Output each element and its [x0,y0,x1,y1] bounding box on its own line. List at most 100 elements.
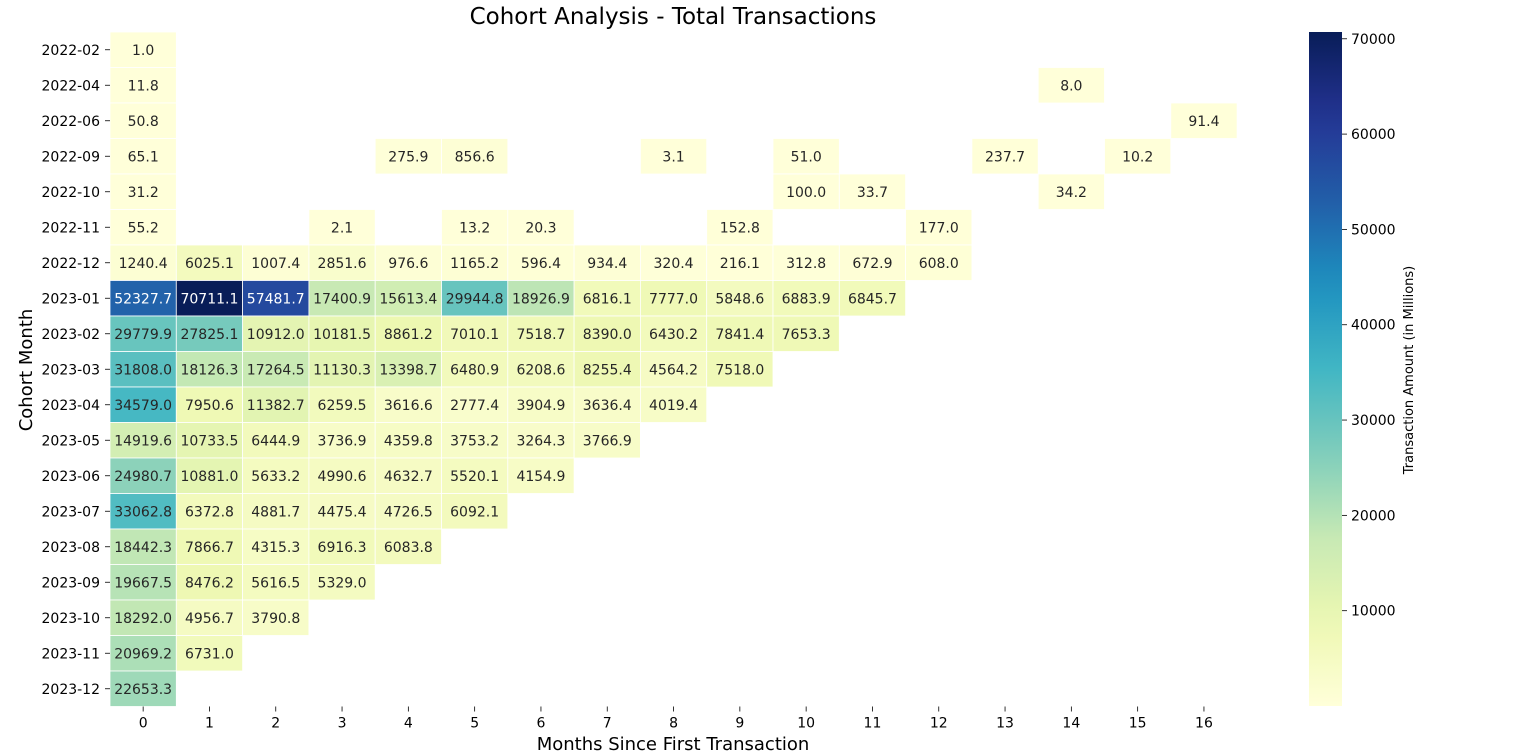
heatmap-cell [507,386,575,423]
heatmap-cell [772,280,840,317]
x-tick-label: 15 [1129,716,1147,732]
colorbar-tick-label: 40000 [1351,318,1396,334]
cell-value-label: 29944.8 [446,291,504,307]
x-tick-label: 10 [797,716,815,732]
heatmap-cell [573,315,641,352]
cell-value-label: 7518.7 [516,327,565,343]
heatmap-cell [1170,102,1238,139]
cell-value-label: 13.2 [459,220,490,236]
cell-value-label: 65.1 [128,149,159,165]
x-tick-label: 0 [139,716,148,732]
heatmap-cell [109,244,177,281]
y-tick-label: 2022-12 [42,256,101,272]
cell-value-label: 275.9 [388,149,428,165]
cell-value-label: 6208.6 [516,362,565,378]
cell-value-label: 33.7 [857,185,888,201]
cell-value-label: 3753.2 [450,433,499,449]
cell-value-label: 6025.1 [185,256,234,272]
cell-value-label: 91.4 [1188,114,1219,130]
heatmap-cell [109,528,177,565]
heatmap-cells: 1.0 11.8 8.0 50.8 91.4 65.1 275.9 856.6 3.1 51.0 2… [109,31,1238,707]
cell-value-label: 20.3 [525,220,556,236]
x-tick-labels: 0 1 2 3 4 5 6 7 8 9 10 11 12 13 14 15 16 [139,706,1213,732]
cell-value-label: 4315.3 [251,540,300,556]
cell-value-label: 8861.2 [384,327,433,343]
heatmap-cell [175,635,244,672]
cell-value-label: 7841.4 [715,327,764,343]
heatmap-cell [971,138,1039,175]
x-tick-label: 13 [996,716,1014,732]
cell-value-label: 3766.9 [583,433,632,449]
cell-value-label: 24980.7 [114,469,172,485]
x-tick-label: 8 [669,716,678,732]
heatmap-cell [242,457,310,494]
heatmap-cell [308,209,376,246]
heatmap-cell [175,386,244,423]
heatmap-cell [772,173,840,210]
cell-value-label: 2.1 [331,220,353,236]
heatmap-cell [441,209,509,246]
heatmap-cell [175,528,244,565]
cell-value-label: 4564.2 [649,362,698,378]
cell-value-label: 6372.8 [185,504,234,520]
x-tick-label: 16 [1195,716,1213,732]
x-tick-label: 4 [404,716,413,732]
heatmap-cell [374,244,442,281]
cell-value-label: 7518.0 [715,362,764,378]
y-tick-label: 2023-12 [42,682,101,698]
cell-value-label: 18126.3 [180,362,238,378]
cell-value-label: 10181.5 [313,327,371,343]
cell-value-label: 7777.0 [649,291,698,307]
cell-value-label: 3904.9 [516,398,565,414]
heatmap-cell [640,315,708,352]
heatmap-cell [109,315,177,352]
cell-value-label: 8.0 [1060,78,1082,94]
cell-value-label: 6444.9 [251,433,300,449]
heatmap-cell [1104,138,1172,175]
heatmap-cell [374,493,442,530]
cell-value-label: 55.2 [128,220,159,236]
cell-value-label: 18292.0 [114,611,172,627]
heatmap-cell [441,315,509,352]
cell-value-label: 976.6 [388,256,428,272]
heatmap-cell [441,138,509,175]
cell-value-label: 6480.9 [450,362,499,378]
cell-value-label: 7950.6 [185,398,234,414]
cell-value-label: 20969.2 [114,646,172,662]
cell-value-label: 22653.3 [114,682,172,698]
heatmap-cell [109,102,177,139]
cell-value-label: 934.4 [587,256,627,272]
x-tick-label: 6 [536,716,545,732]
colorbar [1309,32,1342,706]
heatmap-cell [109,351,177,388]
y-tick-label: 2023-06 [42,469,101,485]
cell-value-label: 5848.6 [715,291,764,307]
cell-value-label: 8255.4 [583,362,632,378]
cell-value-label: 7653.3 [782,327,831,343]
heatmap-cell [242,315,310,352]
heatmap-cell [441,457,509,494]
cell-value-label: 4881.7 [251,504,300,520]
y-tick-labels: 2022-02 2022-04 2022-06 2022-09 2022-10 2022-… [42,43,110,698]
cell-value-label: 31808.0 [114,362,172,378]
heatmap-cell [242,351,310,388]
heatmap-cell [109,280,177,317]
heatmap-cell [441,244,509,281]
cell-value-label: 4632.7 [384,469,433,485]
heatmap-cell [109,599,177,636]
cell-value-label: 7866.7 [185,540,234,556]
cell-value-label: 6092.1 [450,504,499,520]
heatmap-cell [507,315,575,352]
heatmap-cell [109,564,177,601]
heatmap-cell [772,138,840,175]
cell-value-label: 4359.8 [384,433,433,449]
cell-value-label: 5616.5 [251,575,300,591]
cell-value-label: 5633.2 [251,469,300,485]
y-tick-label: 2022-11 [42,220,101,236]
heatmap-cell [175,493,244,530]
y-tick-label: 2023-09 [42,575,101,591]
cell-value-label: 11382.7 [247,398,305,414]
heatmap-cell [109,67,177,104]
colorbar-tick-label: 30000 [1351,413,1396,429]
heatmap-cell [838,173,906,210]
